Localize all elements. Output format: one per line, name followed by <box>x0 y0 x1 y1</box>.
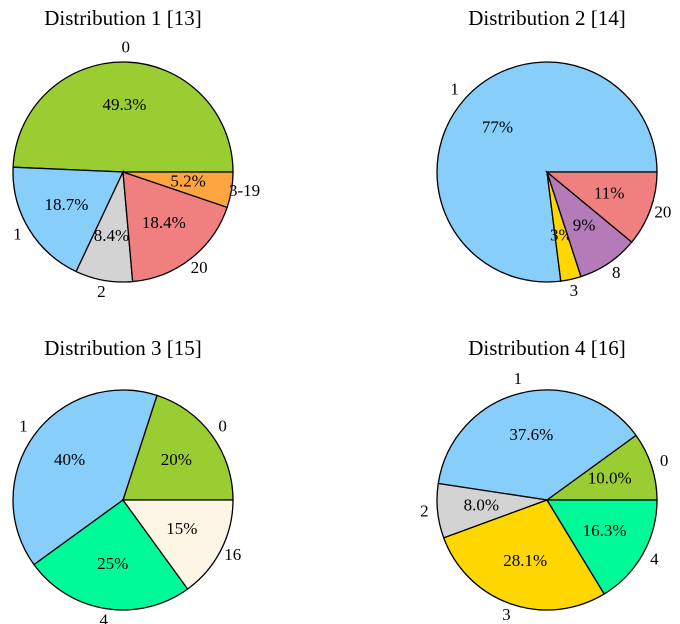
pie-wedge <box>12 389 158 566</box>
chart-title: Distribution 1 [13] <box>44 6 202 30</box>
category-label: 20 <box>191 258 208 277</box>
category-label: 3 <box>502 605 511 624</box>
category-label: 0 <box>218 416 227 435</box>
value-label: 18.4% <box>142 213 186 232</box>
value-label: 16.3% <box>583 521 627 540</box>
value-label: 11% <box>594 183 625 202</box>
category-label: 1 <box>514 369 523 388</box>
value-label: 9% <box>573 215 596 234</box>
value-label: 18.7% <box>45 195 89 214</box>
pie-wedge <box>122 171 234 209</box>
category-label: 4 <box>650 549 659 568</box>
chart-title: Distribution 4 [16] <box>468 336 626 360</box>
category-label: 1 <box>450 79 459 98</box>
category-label: 3 <box>570 281 579 300</box>
category-label: 1 <box>13 225 22 244</box>
value-label: 8.4% <box>94 226 129 245</box>
pie-wedge <box>33 499 189 611</box>
category-label: 0 <box>660 451 669 470</box>
category-label: 20 <box>654 203 671 222</box>
pie-wedge <box>121 499 234 590</box>
category-label: 2 <box>420 501 429 520</box>
value-label: 28.1% <box>503 551 547 570</box>
value-label: 20% <box>161 450 192 469</box>
category-label: 8 <box>612 263 621 282</box>
pie-wedge <box>122 394 234 501</box>
value-label: 8.0% <box>464 496 499 515</box>
category-label: 16 <box>224 545 241 564</box>
value-label: 49.3% <box>102 95 146 114</box>
category-label: 1 <box>19 416 28 435</box>
pie-wedge <box>12 61 234 173</box>
value-label: 5.2% <box>170 172 205 191</box>
pie-wedge <box>437 389 637 501</box>
pie-wedge <box>12 166 125 273</box>
category-label: 4 <box>99 611 108 624</box>
value-label: 40% <box>54 450 85 469</box>
value-label: 37.6% <box>509 425 553 444</box>
pie-wedge <box>545 499 658 595</box>
category-label: 3-19 <box>229 181 260 200</box>
value-label: 15% <box>166 519 197 538</box>
value-label: 10.0% <box>588 469 632 488</box>
value-label: 77% <box>482 117 513 136</box>
pie-wedge <box>545 171 658 244</box>
category-label: 0 <box>121 38 130 57</box>
chart-title: Distribution 2 [14] <box>468 6 626 30</box>
value-label: 25% <box>97 554 128 573</box>
pie-wedge <box>442 499 606 611</box>
chart-title: Distribution 3 [15] <box>44 336 202 360</box>
category-label: 2 <box>97 282 106 301</box>
pie-wedge <box>122 171 229 283</box>
